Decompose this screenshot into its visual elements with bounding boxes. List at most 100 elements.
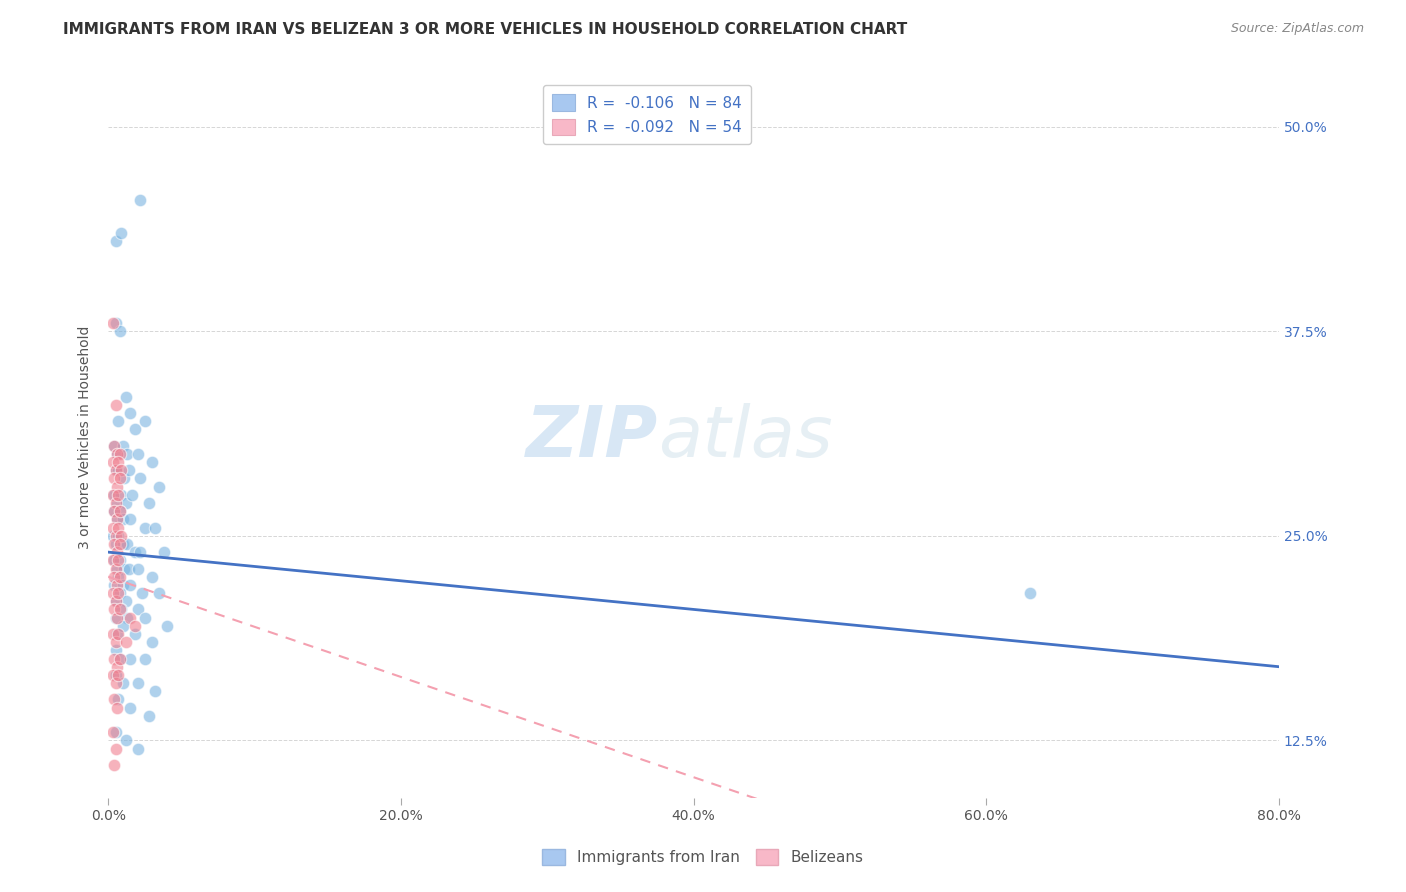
Point	[108, 537, 131, 551]
Point	[129, 471, 152, 485]
Point	[148, 586, 170, 600]
Point	[108, 504, 131, 518]
Point	[117, 447, 139, 461]
Point	[127, 602, 149, 616]
Point	[110, 488, 132, 502]
Point	[105, 610, 128, 624]
Point	[108, 553, 131, 567]
Point	[134, 520, 156, 534]
Point	[104, 463, 127, 477]
Point	[129, 545, 152, 559]
Point	[101, 316, 124, 330]
Point	[103, 651, 125, 665]
Point	[124, 627, 146, 641]
Point	[107, 414, 129, 428]
Point	[141, 455, 163, 469]
Point	[101, 725, 124, 739]
Point	[103, 553, 125, 567]
Point	[104, 594, 127, 608]
Point	[121, 488, 143, 502]
Point	[101, 586, 124, 600]
Text: Source: ZipAtlas.com: Source: ZipAtlas.com	[1230, 22, 1364, 36]
Point	[141, 570, 163, 584]
Point	[101, 520, 124, 534]
Point	[134, 651, 156, 665]
Point	[120, 700, 142, 714]
Point	[124, 422, 146, 436]
Point	[110, 602, 132, 616]
Point	[105, 512, 128, 526]
Point	[127, 447, 149, 461]
Point	[105, 496, 128, 510]
Point	[111, 512, 134, 526]
Point	[134, 414, 156, 428]
Point	[103, 439, 125, 453]
Point	[105, 512, 128, 526]
Point	[108, 651, 131, 665]
Point	[111, 676, 134, 690]
Point	[112, 561, 135, 575]
Point	[114, 594, 136, 608]
Point	[105, 447, 128, 461]
Point	[107, 463, 129, 477]
Point	[1019, 586, 1042, 600]
Point	[104, 537, 127, 551]
Point	[103, 488, 125, 502]
Point	[103, 578, 125, 592]
Point	[120, 651, 142, 665]
Point	[120, 512, 142, 526]
Point	[107, 488, 129, 502]
Point	[105, 578, 128, 592]
Point	[104, 676, 127, 690]
Point	[107, 520, 129, 534]
Point	[105, 659, 128, 673]
Point	[104, 234, 127, 248]
Point	[104, 668, 127, 682]
Point	[114, 733, 136, 747]
Point	[134, 610, 156, 624]
Text: IMMIGRANTS FROM IRAN VS BELIZEAN 3 OR MORE VEHICLES IN HOUSEHOLD CORRELATION CHA: IMMIGRANTS FROM IRAN VS BELIZEAN 3 OR MO…	[63, 22, 907, 37]
Point	[107, 627, 129, 641]
Point	[104, 635, 127, 649]
Point	[108, 602, 131, 616]
Point	[108, 471, 131, 485]
Point	[111, 439, 134, 453]
Point	[105, 700, 128, 714]
Point	[104, 496, 127, 510]
Point	[104, 529, 127, 543]
Point	[143, 520, 166, 534]
Point	[156, 619, 179, 633]
Point	[118, 463, 141, 477]
Point	[103, 570, 125, 584]
Point	[101, 553, 124, 567]
Point	[131, 586, 153, 600]
Point	[108, 586, 131, 600]
Point	[107, 553, 129, 567]
Point	[120, 578, 142, 592]
Point	[141, 635, 163, 649]
Text: ZIP: ZIP	[526, 403, 658, 472]
Point	[129, 193, 152, 207]
Point	[104, 463, 127, 477]
Point	[104, 561, 127, 575]
Point	[114, 390, 136, 404]
Point	[105, 480, 128, 494]
Point	[104, 594, 127, 608]
Point	[127, 676, 149, 690]
Point	[103, 537, 125, 551]
Point	[117, 537, 139, 551]
Point	[104, 741, 127, 756]
Point	[110, 529, 132, 543]
Point	[104, 398, 127, 412]
Point	[108, 504, 131, 518]
Point	[105, 627, 128, 641]
Point	[120, 406, 142, 420]
Point	[148, 480, 170, 494]
Point	[103, 692, 125, 706]
Point	[153, 545, 176, 559]
Point	[101, 529, 124, 543]
Point	[108, 651, 131, 665]
Point	[107, 455, 129, 469]
Point	[108, 447, 131, 461]
Point	[104, 316, 127, 330]
